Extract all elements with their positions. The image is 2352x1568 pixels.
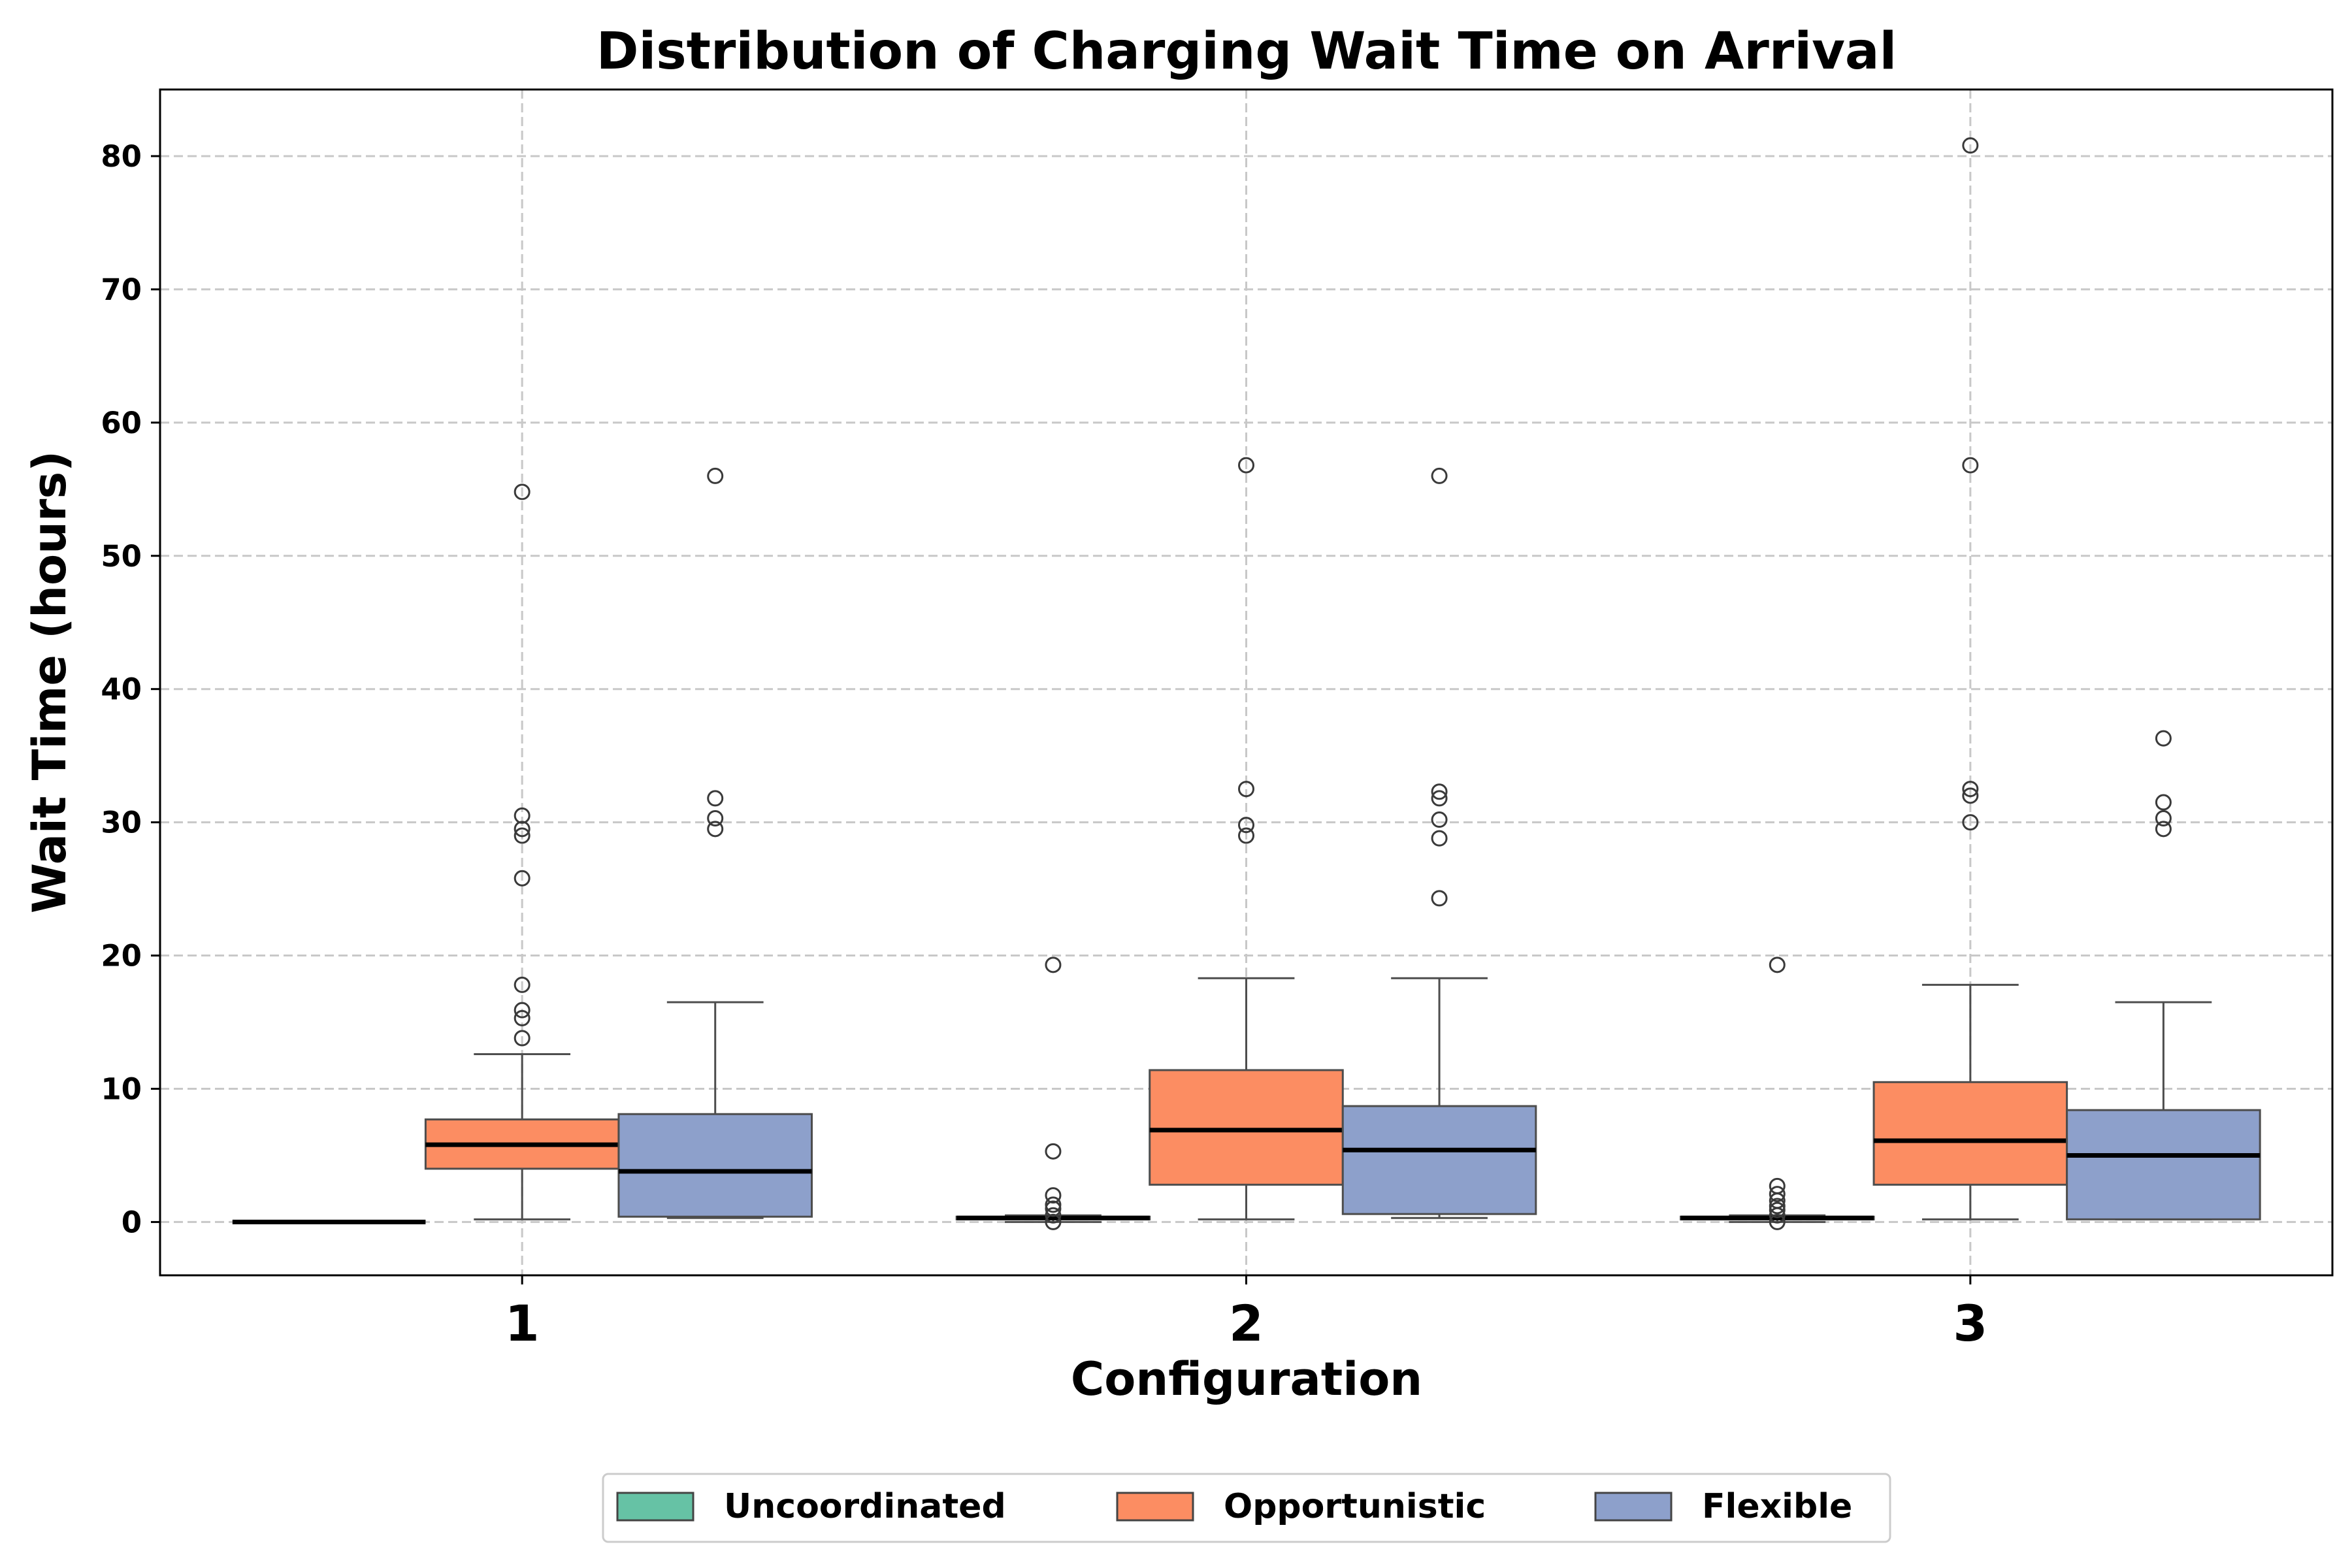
outlier-point bbox=[1962, 457, 1979, 474]
outlier-point bbox=[514, 870, 531, 887]
box-flexible-config-1 bbox=[617, 467, 813, 1219]
outlier-point bbox=[1962, 787, 1979, 804]
x-tick-label: 3 bbox=[1953, 1294, 1987, 1352]
outlier-point bbox=[1431, 811, 1448, 828]
outlier-point bbox=[707, 790, 724, 807]
x-tick-label: 2 bbox=[1229, 1294, 1264, 1352]
chart-title: Distribution of Charging Wait Time on Ar… bbox=[596, 22, 1897, 81]
outlier-point bbox=[1431, 790, 1448, 807]
outlier-point bbox=[1045, 956, 1062, 973]
outlier-point bbox=[1769, 956, 1786, 973]
legend-frame bbox=[602, 1473, 1891, 1543]
box-plot-series bbox=[232, 137, 2261, 1230]
legend-item-uncoordinated: Uncoordinated bbox=[616, 1487, 1006, 1526]
y-tick-label: 0 bbox=[122, 1205, 142, 1239]
legend-item-flexible: Flexible bbox=[1594, 1487, 1852, 1526]
y-tick-label: 60 bbox=[101, 406, 142, 440]
y-axis-label: Wait Time (hours) bbox=[23, 451, 76, 913]
outlier-point bbox=[707, 467, 724, 484]
outlier-point bbox=[514, 1030, 531, 1047]
box-opportunistic-config-2 bbox=[1149, 457, 1344, 1220]
outlier-point bbox=[1238, 827, 1254, 844]
y-tick-label: 20 bbox=[101, 939, 142, 973]
legend: Uncoordinated Opportunistic Flexible bbox=[602, 1473, 1891, 1543]
outlier-point bbox=[1962, 814, 1979, 831]
outlier-point bbox=[1045, 1200, 1062, 1217]
legend-swatch-uncoordinated bbox=[616, 1492, 694, 1522]
y-axis: 0 10 20 30 40 50 60 70 80 bbox=[101, 139, 160, 1239]
box-flexible-config-3 bbox=[2066, 730, 2261, 1220]
y-tick-label: 70 bbox=[101, 272, 142, 307]
legend-label-flexible: Flexible bbox=[1702, 1487, 1852, 1526]
x-axis-label: Configuration bbox=[1071, 1352, 1422, 1406]
outlier-point bbox=[514, 976, 531, 993]
outlier-point bbox=[2155, 794, 2172, 811]
box-iqr bbox=[1149, 1069, 1344, 1186]
box-iqr bbox=[1872, 1081, 2068, 1186]
y-tick-label: 30 bbox=[101, 806, 142, 840]
box-flexible-config-2 bbox=[1341, 467, 1537, 1219]
outlier-point bbox=[1769, 1198, 1786, 1215]
outlier-point bbox=[1769, 1201, 1786, 1218]
outlier-point bbox=[1045, 1213, 1062, 1230]
outlier-point bbox=[2155, 730, 2172, 747]
legend-swatch-flexible bbox=[1594, 1492, 1673, 1522]
outlier-point bbox=[1045, 1207, 1062, 1224]
outlier-point bbox=[1238, 817, 1254, 834]
box-opportunistic-config-1 bbox=[424, 483, 620, 1220]
outlier-point bbox=[514, 1009, 531, 1026]
outlier-point bbox=[2155, 810, 2172, 827]
outlier-point bbox=[707, 810, 724, 827]
legend-swatch-opportunistic bbox=[1116, 1492, 1194, 1522]
x-tick-label: 1 bbox=[505, 1294, 540, 1352]
outlier-point bbox=[1431, 830, 1448, 847]
box-opportunistic-config-3 bbox=[1872, 137, 2068, 1220]
outlier-point bbox=[514, 827, 531, 844]
outlier-point bbox=[1769, 1186, 1786, 1203]
outlier-point bbox=[1769, 1213, 1786, 1230]
outlier-point bbox=[1238, 457, 1254, 474]
outlier-point bbox=[1045, 1196, 1062, 1213]
box-uncoordinated-config-2 bbox=[955, 956, 1151, 1230]
outlier-point bbox=[1769, 1177, 1786, 1194]
legend-item-opportunistic: Opportunistic bbox=[1116, 1487, 1486, 1526]
y-tick-label: 80 bbox=[101, 139, 142, 174]
legend-label-uncoordinated: Uncoordinated bbox=[724, 1487, 1006, 1526]
box-iqr bbox=[2066, 1109, 2261, 1220]
outlier-point bbox=[1962, 781, 1979, 798]
outlier-point bbox=[514, 807, 531, 824]
box-iqr bbox=[617, 1113, 813, 1218]
y-tick-label: 10 bbox=[101, 1071, 142, 1106]
legend-label-opportunistic: Opportunistic bbox=[1224, 1487, 1486, 1526]
outlier-point bbox=[514, 1002, 531, 1019]
outlier-point bbox=[707, 821, 724, 838]
outlier-point bbox=[1431, 467, 1448, 484]
outlier-point bbox=[1238, 781, 1254, 798]
y-tick-label: 40 bbox=[101, 672, 142, 707]
outlier-point bbox=[1045, 1143, 1062, 1160]
box-uncoordinated-config-3 bbox=[1680, 956, 1875, 1230]
box-iqr bbox=[1341, 1105, 1537, 1215]
outlier-point bbox=[514, 821, 531, 838]
outlier-point bbox=[514, 483, 531, 500]
outlier-point bbox=[1431, 783, 1448, 800]
outlier-point bbox=[1045, 1187, 1062, 1204]
x-axis: 1 2 3 bbox=[505, 1275, 1987, 1352]
y-tick-label: 50 bbox=[101, 539, 142, 574]
outlier-point bbox=[2155, 821, 2172, 838]
outlier-point bbox=[1962, 137, 1979, 154]
outlier-point bbox=[1431, 890, 1448, 907]
